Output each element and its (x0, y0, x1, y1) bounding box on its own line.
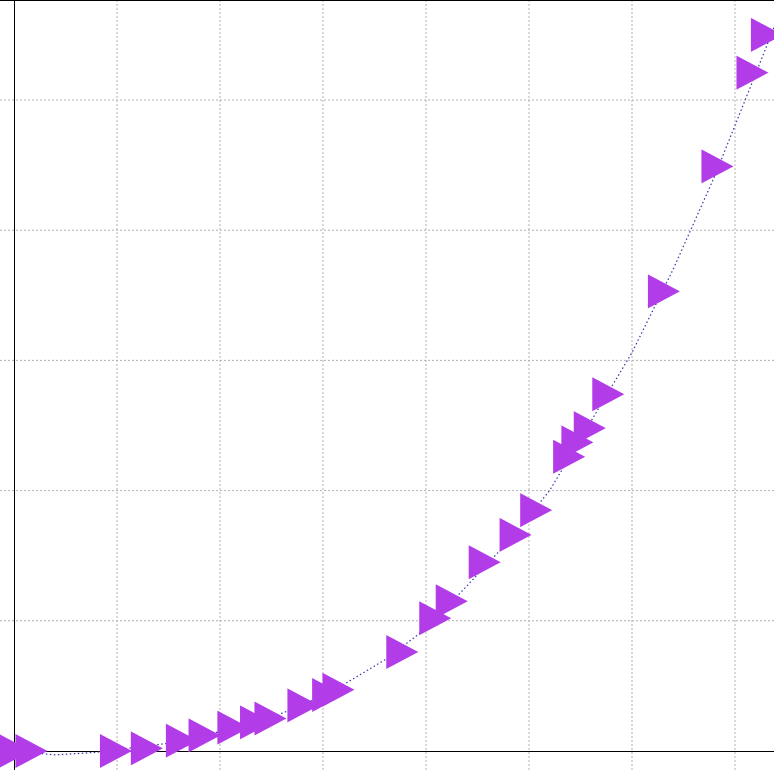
fit-curve-layer (13, 25, 774, 756)
data-point-marker (573, 411, 606, 446)
data-point-marker (435, 584, 468, 619)
data-point-marker (736, 55, 769, 90)
data-point-marker (188, 718, 221, 753)
data-point-marker (217, 710, 250, 745)
data-point-marker (287, 688, 320, 723)
data-point-marker (386, 635, 419, 670)
data-point-marker (553, 439, 586, 474)
data-point-marker (647, 274, 680, 309)
data-point-marker (701, 149, 734, 184)
data-point-marker (15, 734, 48, 768)
data-point-marker (419, 601, 452, 636)
data-point-marker (520, 493, 553, 528)
data-point-marker (592, 377, 625, 412)
data-point-marker (165, 723, 198, 758)
data-point-marker (322, 672, 355, 707)
data-markers (0, 17, 774, 768)
data-point-marker (499, 517, 532, 552)
data-point-marker (130, 731, 163, 766)
data-point-marker (99, 734, 132, 768)
fit-curve (13, 25, 774, 756)
data-point-marker (468, 545, 501, 580)
data-point-marker (254, 701, 287, 736)
data-point-marker (750, 17, 774, 52)
